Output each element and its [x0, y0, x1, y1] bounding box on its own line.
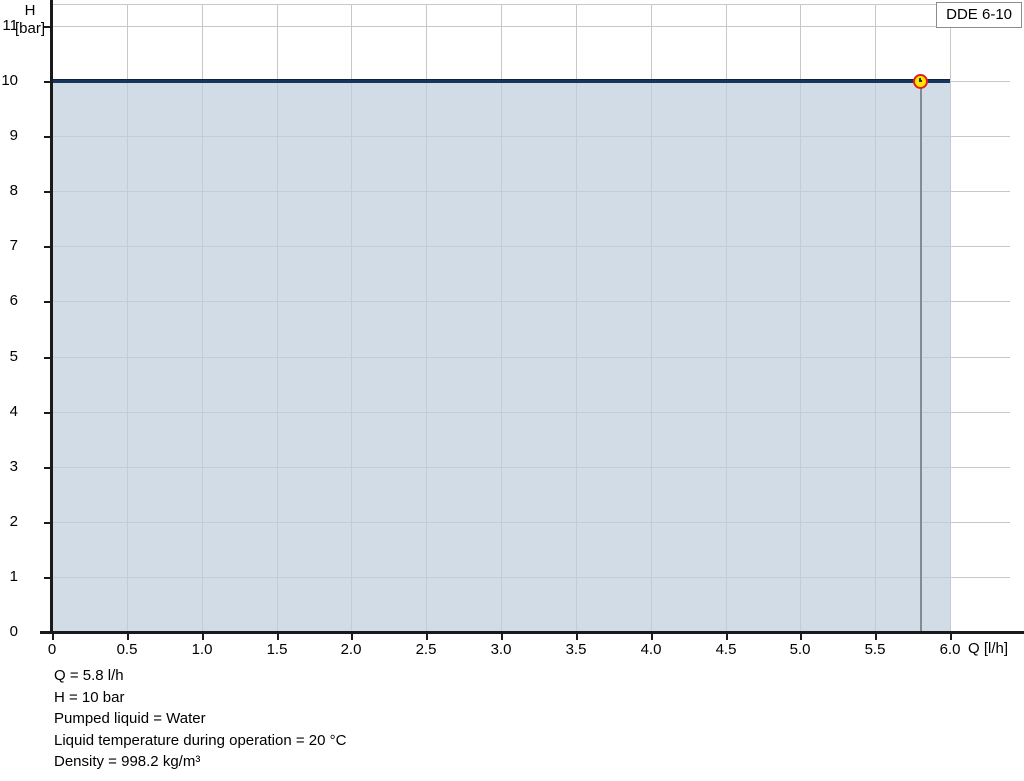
- x-axis-tick: [875, 631, 877, 640]
- x-axis-tick: [950, 631, 952, 640]
- x-axis-tick-label: 3.5: [565, 641, 587, 658]
- duty-point-marker[interactable]: [912, 73, 928, 89]
- gridline-vertical: [277, 81, 278, 632]
- x-axis-tick-label: 2.5: [415, 641, 437, 658]
- x-axis-tick-label: 1.0: [191, 641, 213, 658]
- x-axis-tick-label: 5.0: [789, 641, 811, 658]
- caption-line-temperature: Liquid temperature during operation = 20…: [54, 731, 347, 749]
- performance-curve: [52, 79, 951, 84]
- x-axis-tick: [426, 631, 428, 640]
- x-axis-tick: [351, 631, 353, 640]
- caption-line-density: Density = 998.2 kg/m³: [54, 753, 201, 771]
- x-axis-tick: [501, 631, 503, 640]
- y-axis-tick: [44, 136, 53, 138]
- x-axis-tick: [277, 631, 279, 640]
- y-axis-tick: [44, 522, 53, 524]
- y-axis-tick-label: 8: [9, 182, 18, 199]
- y-axis-tick-label: 5: [9, 348, 18, 365]
- x-axis-tick-label: 5.5: [864, 641, 886, 658]
- x-axis-tick-label: 1.5: [266, 641, 288, 658]
- y-axis-tick-label: 9: [9, 127, 18, 144]
- y-axis-tick-label: 1: [9, 568, 18, 585]
- y-axis-line: [50, 0, 53, 634]
- x-axis-tick-label: 2.0: [340, 641, 362, 658]
- gridline-vertical: [576, 81, 577, 632]
- gridline-vertical: [351, 81, 352, 632]
- x-axis-tick-label: 0: [47, 641, 57, 658]
- x-axis-tick: [576, 631, 578, 640]
- gridline-vertical: [426, 81, 427, 632]
- x-axis-line: [40, 631, 1024, 634]
- y-axis-tick-label: 3: [9, 458, 18, 475]
- x-axis-tick-label: 3.0: [490, 641, 512, 658]
- y-axis-tick: [44, 81, 53, 83]
- y-axis-tick: [44, 412, 53, 414]
- x-axis-tick: [800, 631, 802, 640]
- y-axis-tick: [44, 577, 53, 579]
- plot-area: [52, 4, 1010, 632]
- legend-box: DDE 6-10: [936, 2, 1022, 28]
- gridline-vertical: [875, 81, 876, 632]
- y-axis-tick: [44, 191, 53, 193]
- y-axis-tick: [44, 632, 53, 634]
- y-axis-tick: [44, 357, 53, 359]
- x-axis-tick: [202, 631, 204, 640]
- caption-line-liquid: Pumped liquid = Water: [54, 710, 206, 728]
- legend-item-label: DDE 6-10: [946, 6, 1012, 23]
- x-axis-tick: [726, 631, 728, 640]
- gridline-vertical: [950, 81, 951, 632]
- gridline-horizontal: [52, 4, 1010, 5]
- x-axis-title: Q [l/h]: [968, 640, 1009, 657]
- y-axis-tick-label: 7: [9, 237, 18, 254]
- x-axis-tick-label: 0.5: [116, 641, 138, 658]
- y-axis-tick-label: 6: [9, 292, 18, 309]
- y-axis-title-unit: [bar]: [14, 20, 45, 37]
- y-axis-tick: [44, 246, 53, 248]
- y-axis-tick: [44, 26, 53, 28]
- gridline-vertical: [726, 81, 727, 632]
- y-axis-title: H [bar]: [10, 2, 50, 38]
- y-axis-tick: [44, 467, 53, 469]
- y-axis-tick-label: 10: [1, 72, 18, 89]
- caption-line-flow: Q = 5.8 l/h: [54, 667, 124, 684]
- gridline-vertical: [202, 81, 203, 632]
- x-axis-tick: [127, 631, 129, 640]
- duty-point-drop-line: [920, 81, 922, 632]
- caption-line-head: H = 10 bar: [54, 688, 125, 706]
- y-axis-tick: [44, 301, 53, 303]
- y-axis-tick-label: 11: [2, 17, 18, 34]
- x-axis-tick-label: 6.0: [939, 641, 961, 658]
- gridline-vertical: [651, 81, 652, 632]
- gridline-horizontal: [52, 26, 1010, 27]
- gridline-vertical: [127, 81, 128, 632]
- x-axis-tick: [52, 631, 54, 640]
- x-axis-tick-label: 4.5: [715, 641, 737, 658]
- gridline-vertical: [501, 81, 502, 632]
- gridline-vertical: [800, 81, 801, 632]
- y-axis-tick-label: 4: [9, 403, 18, 420]
- x-axis-tick-label: 4.0: [640, 641, 662, 658]
- y-axis-title-symbol: H: [24, 2, 36, 19]
- y-axis-tick-label: 2: [9, 513, 18, 530]
- x-axis-tick: [651, 631, 653, 640]
- chart-caption: Q = 5.8 l/h H = 10 bar Pumped liquid = W…: [54, 665, 346, 773]
- y-axis-tick-label: 0: [9, 623, 18, 640]
